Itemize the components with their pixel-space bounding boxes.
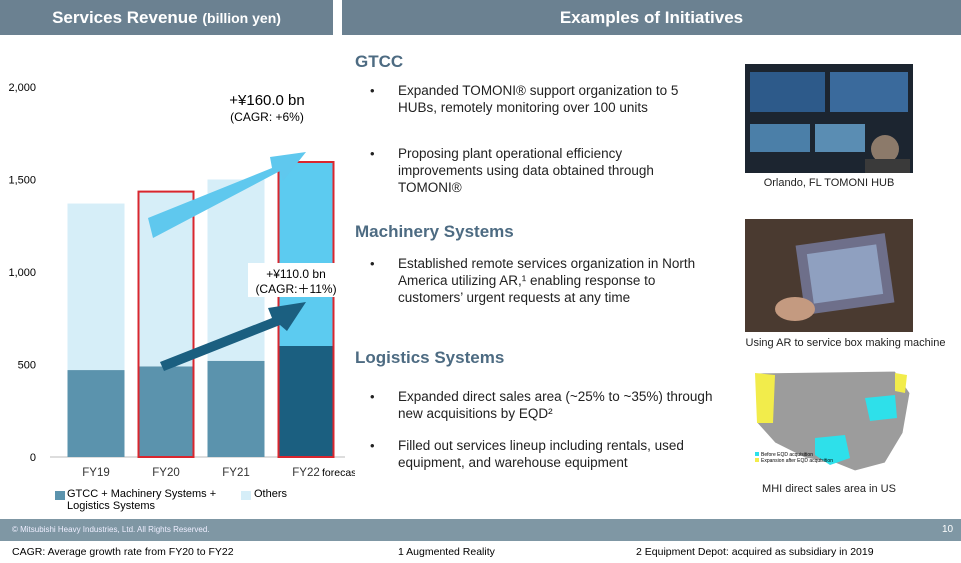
x-tick-label: FY21	[222, 467, 250, 479]
photo	[745, 219, 913, 332]
bar-segment	[278, 346, 335, 457]
bullet-text: Established remote services organization…	[398, 255, 713, 306]
y-tick-label: 1,000	[8, 267, 36, 279]
image-caption: MHI direct sales area in US	[725, 483, 933, 495]
x-tick-label: FY20	[152, 467, 180, 479]
legend-swatch	[55, 491, 65, 500]
y-tick-label: 2,000	[8, 82, 36, 94]
footnote: CAGR: Average growth rate from FY20 to F…	[12, 546, 234, 558]
annotation: (CAGR: +6%)	[230, 110, 304, 124]
section-header: Examples of Initiatives	[342, 0, 961, 35]
photo	[745, 64, 913, 173]
bullet-text: Proposing plant operational efficiency i…	[398, 145, 698, 196]
legend-label: GTCC + Machinery Systems + Logistics Sys…	[67, 488, 232, 512]
bullet: •	[370, 83, 375, 98]
bullet: •	[370, 146, 375, 161]
map-legend: Expansion after EQD acquisition	[761, 458, 833, 464]
chart-unit: (billion yen)	[202, 10, 281, 26]
slide: Services Revenue (billion yen) Examples …	[0, 0, 961, 563]
annotation: +¥160.0 bn	[229, 92, 305, 109]
legend-label: Others	[254, 488, 287, 500]
bar-segment	[68, 204, 125, 370]
bar-segment	[138, 366, 195, 457]
section-title: Logistics Systems	[355, 348, 504, 368]
footnote: 2 Equipment Depot: acquired as subsidiar…	[636, 546, 874, 558]
bar-segment	[68, 370, 125, 457]
y-tick-label: 1,500	[8, 175, 36, 187]
bullet-text: Filled out services lineup including ren…	[398, 437, 713, 471]
bullet-text: Expanded TOMONI® support organization to…	[398, 82, 713, 116]
image-caption: Orlando, FL TOMONI HUB	[725, 177, 933, 189]
chart-title: Services Revenue	[52, 8, 198, 27]
legend-swatch	[241, 491, 251, 500]
annotation: +¥110.0 bn	[266, 267, 326, 281]
chart-header: Services Revenue (billion yen)	[0, 0, 333, 35]
section-title: GTCC	[355, 52, 403, 72]
image-caption: Using AR to service box making machine	[730, 337, 961, 349]
bullet: •	[370, 256, 375, 271]
map: Before EQD acquisition Expansion after E…	[745, 363, 913, 479]
y-tick-label: 500	[18, 360, 36, 372]
x-tick-label: FY19	[82, 467, 110, 479]
bullet: •	[370, 389, 375, 404]
annotation: forecast	[322, 467, 355, 479]
bullet-text: Expanded direct sales area (~25% to ~35%…	[398, 388, 713, 422]
footnote: 1 Augmented Reality	[398, 546, 495, 558]
annotation: (CAGR:＋11%)	[255, 282, 336, 296]
copyright: © Mitsubishi Heavy Industries, Ltd. All …	[12, 525, 210, 534]
page-number: 10	[942, 524, 953, 535]
x-tick-label: FY22	[292, 467, 320, 479]
y-tick-label: 0	[30, 452, 36, 464]
section-title: Machinery Systems	[355, 222, 514, 242]
bar-segment	[208, 361, 265, 457]
bullet: •	[370, 438, 375, 453]
